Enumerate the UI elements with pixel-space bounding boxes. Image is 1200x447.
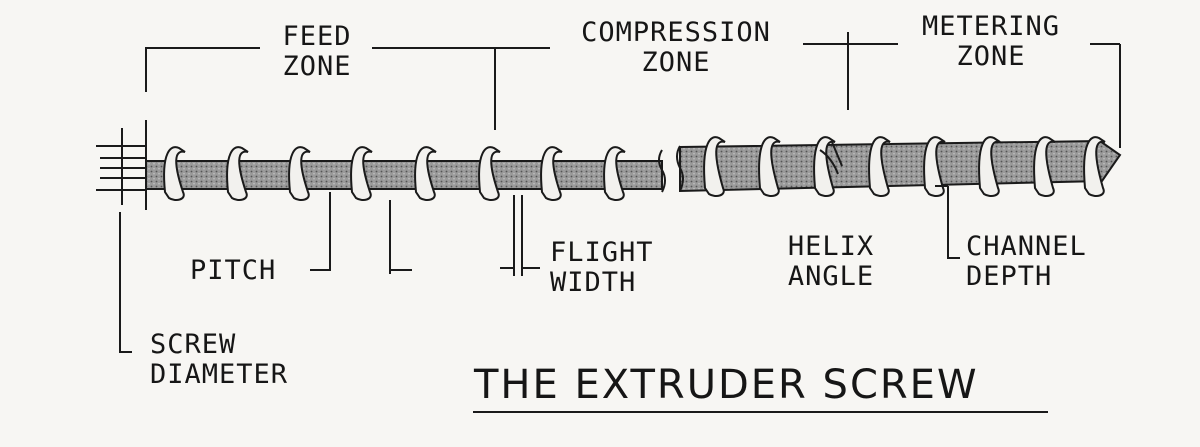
flight-feed-2 — [288, 146, 311, 201]
channel-depth-line2: DEPTH — [966, 261, 1053, 292]
flight-metering-1 — [758, 136, 781, 197]
screw-diameter-line2: DIAMETER — [150, 359, 289, 390]
screw-flights — [163, 136, 1106, 201]
screw-root-feed — [145, 160, 663, 190]
flight-metering-4 — [923, 136, 946, 197]
flight-feed-7 — [603, 146, 626, 201]
feed-zone-label: FEED ZONE — [262, 22, 372, 82]
metering-zone-line2: ZONE — [956, 41, 1026, 72]
flight-metering-6 — [1033, 136, 1056, 197]
flight-metering-5 — [978, 136, 1001, 197]
flight-feed-1 — [226, 146, 249, 201]
flight-width-line2: WIDTH — [550, 267, 637, 298]
zone-brackets — [145, 32, 1121, 148]
flight-metering-3 — [868, 136, 891, 197]
helix-angle-line1: HELIX — [787, 231, 875, 262]
helix-angle-mark — [819, 141, 843, 175]
compression-zone-line1: COMPRESSION — [581, 17, 771, 48]
metering-zone-line1: METERING — [921, 11, 1061, 42]
compression-zone-line2: ZONE — [641, 47, 711, 78]
screw-root-metering — [679, 139, 1122, 193]
flight-feed-4 — [414, 146, 437, 201]
screw-diameter-line1: SCREW — [150, 329, 237, 360]
metering-zone-label: METERING ZONE — [896, 12, 1086, 72]
screw-shank — [96, 120, 147, 210]
feed-zone-line2: ZONE — [282, 51, 352, 82]
channel-depth-label: CHANNEL DEPTH — [966, 232, 1087, 292]
flight-feed-3 — [350, 146, 373, 201]
flight-feed-0 — [163, 146, 186, 201]
helix-angle-line2: ANGLE — [787, 261, 875, 292]
helix-angle-label: HELIX ANGLE — [766, 232, 896, 292]
screw-diameter-label: SCREW DIAMETER — [150, 330, 288, 390]
flight-width-label: FLIGHT WIDTH — [550, 238, 654, 298]
dimension-leaders — [119, 185, 960, 353]
pitch-label: PITCH — [190, 255, 277, 286]
channel-depth-line1: CHANNEL — [966, 231, 1087, 262]
break-lines — [658, 145, 684, 193]
feed-zone-line1: FEED — [282, 21, 352, 52]
flight-metering-0 — [703, 136, 726, 197]
flight-feed-6 — [540, 146, 563, 201]
flight-metering-7 — [1083, 136, 1106, 197]
flight-metering-2 — [813, 136, 836, 197]
diagram-title: THE EXTRUDER SCREW — [474, 362, 979, 408]
flight-feed-5 — [478, 146, 501, 201]
flight-width-line1: FLIGHT — [550, 237, 654, 268]
compression-zone-label: COMPRESSION ZONE — [545, 18, 807, 78]
